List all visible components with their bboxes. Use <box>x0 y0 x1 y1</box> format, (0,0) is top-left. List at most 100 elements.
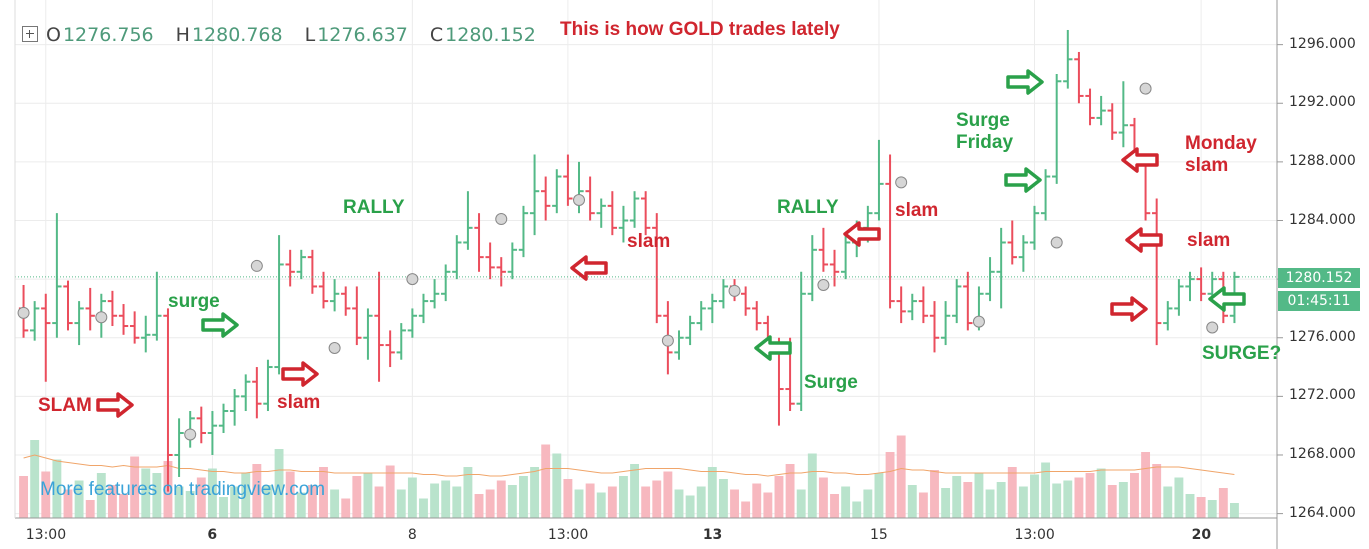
ohlc-bar <box>1085 88 1095 126</box>
volume-bar <box>607 486 617 518</box>
event-marker-circle <box>728 284 741 297</box>
volume-bar <box>30 440 40 518</box>
volume-bar <box>263 485 273 518</box>
ohlc-bar <box>552 169 562 214</box>
volume-bar <box>1118 482 1128 518</box>
time-axis-label: 20 <box>1191 527 1212 543</box>
volume-bar <box>619 476 628 518</box>
volume-bar <box>685 495 695 518</box>
volume-bar <box>741 501 751 518</box>
volume-bar <box>1085 473 1095 518</box>
ohlc-bar <box>674 330 684 360</box>
volume-bar <box>1074 477 1084 518</box>
ohlc-bar <box>196 406 206 444</box>
ohlc-bar <box>229 389 240 426</box>
volume-bar <box>985 489 995 518</box>
volume-bar <box>107 485 117 518</box>
event-marker-circle <box>817 278 830 291</box>
volume-bar <box>841 486 851 518</box>
ohlc-bar <box>263 359 273 412</box>
volume-bar <box>652 480 662 518</box>
ohlc-bar <box>118 304 129 335</box>
event-marker-circle <box>972 315 985 328</box>
arrow-slam-6-icon <box>1110 296 1148 322</box>
volume-bar <box>330 489 340 518</box>
ohlc-bar <box>129 311 140 344</box>
price-bars <box>18 29 1240 492</box>
ohlc-bar <box>640 191 651 236</box>
ohlc-bar <box>1196 267 1206 302</box>
ohlc-bar <box>241 374 251 412</box>
ohlc-bar <box>541 176 551 221</box>
tradingview-watermark-link[interactable]: More features on tradingview.com <box>40 479 326 500</box>
volume-bar <box>830 494 839 518</box>
ohlc-bar <box>429 279 440 309</box>
ohlc-bar <box>1052 73 1062 184</box>
volume-bar <box>1030 474 1039 518</box>
ohlc-bar <box>296 249 306 280</box>
chart-title: This is how GOLD trades lately <box>560 19 840 40</box>
ohlc-bar <box>529 154 540 236</box>
price-axis-label: 1276.000 <box>1289 328 1356 345</box>
ohlc-bar <box>463 191 473 250</box>
arrow-slam-5-icon <box>1125 227 1163 253</box>
ohlc-bar <box>163 308 173 492</box>
annotation-surge-1: surge <box>168 291 220 312</box>
ohlc-bar <box>840 235 851 280</box>
volume-bar <box>552 453 562 518</box>
volume-bar <box>852 501 862 518</box>
time-axis-label: 13:00 <box>547 527 589 543</box>
expand-plus-icon[interactable] <box>22 26 38 42</box>
volume-bar <box>1196 497 1206 518</box>
ohlc-bar <box>607 191 618 236</box>
volume-bar <box>219 497 228 518</box>
price-axis-label: 1288.000 <box>1289 152 1356 169</box>
time-axis-label: 6 <box>207 527 218 543</box>
volume-bar <box>874 473 884 518</box>
volume-bar <box>441 480 451 518</box>
arrow-slam-1-icon <box>96 392 134 418</box>
arrow-slam-2-icon <box>281 361 319 387</box>
close-value: 1280.152 <box>445 24 536 46</box>
ohlc-bar <box>1040 169 1051 221</box>
volume-bar <box>630 464 639 518</box>
arrow-slam-3-icon <box>570 255 608 281</box>
price-axis-label: 1272.000 <box>1289 387 1356 404</box>
ohlc-bar <box>1063 29 1073 89</box>
volume-bar <box>474 494 484 518</box>
low-value: 1276.637 <box>317 24 408 46</box>
ohlc-bar <box>918 286 929 324</box>
arrow-slam-4-icon <box>843 221 881 247</box>
volume-bar <box>507 485 517 518</box>
high-value: 1280.768 <box>191 24 283 46</box>
volume-bar <box>1063 480 1073 518</box>
ohlc-bar <box>63 280 73 331</box>
event-marker-circle <box>250 259 263 272</box>
ohlc-bar <box>807 235 817 302</box>
annotation-surge-q: SURGE? <box>1202 343 1282 364</box>
ohlc-bar <box>507 242 518 280</box>
volume-bar <box>285 471 295 518</box>
volume-bar <box>119 494 128 518</box>
volume-bar <box>574 489 584 518</box>
volume-bar <box>863 489 873 518</box>
low-key: L <box>304 24 316 46</box>
ohlc-bar <box>41 293 51 382</box>
volume-bar <box>96 473 106 518</box>
volume-bar <box>563 479 573 518</box>
annotation-surge-friday: Surge Friday <box>956 110 1014 153</box>
ohlc-bar <box>452 235 462 280</box>
event-marker-circle <box>95 311 108 324</box>
volume-bar <box>274 449 284 518</box>
volume-bar <box>196 477 206 518</box>
volume-bar <box>930 470 939 518</box>
event-marker-circle <box>661 334 674 347</box>
price-axis-label: 1284.000 <box>1289 211 1356 228</box>
annotation-slam-1: SLAM <box>38 395 92 416</box>
volume-bar <box>1052 483 1062 518</box>
volume-bar <box>407 477 417 518</box>
volume-bar <box>430 483 440 518</box>
volume-bar <box>19 476 28 518</box>
time-axis-label: 13:00 <box>25 527 67 543</box>
